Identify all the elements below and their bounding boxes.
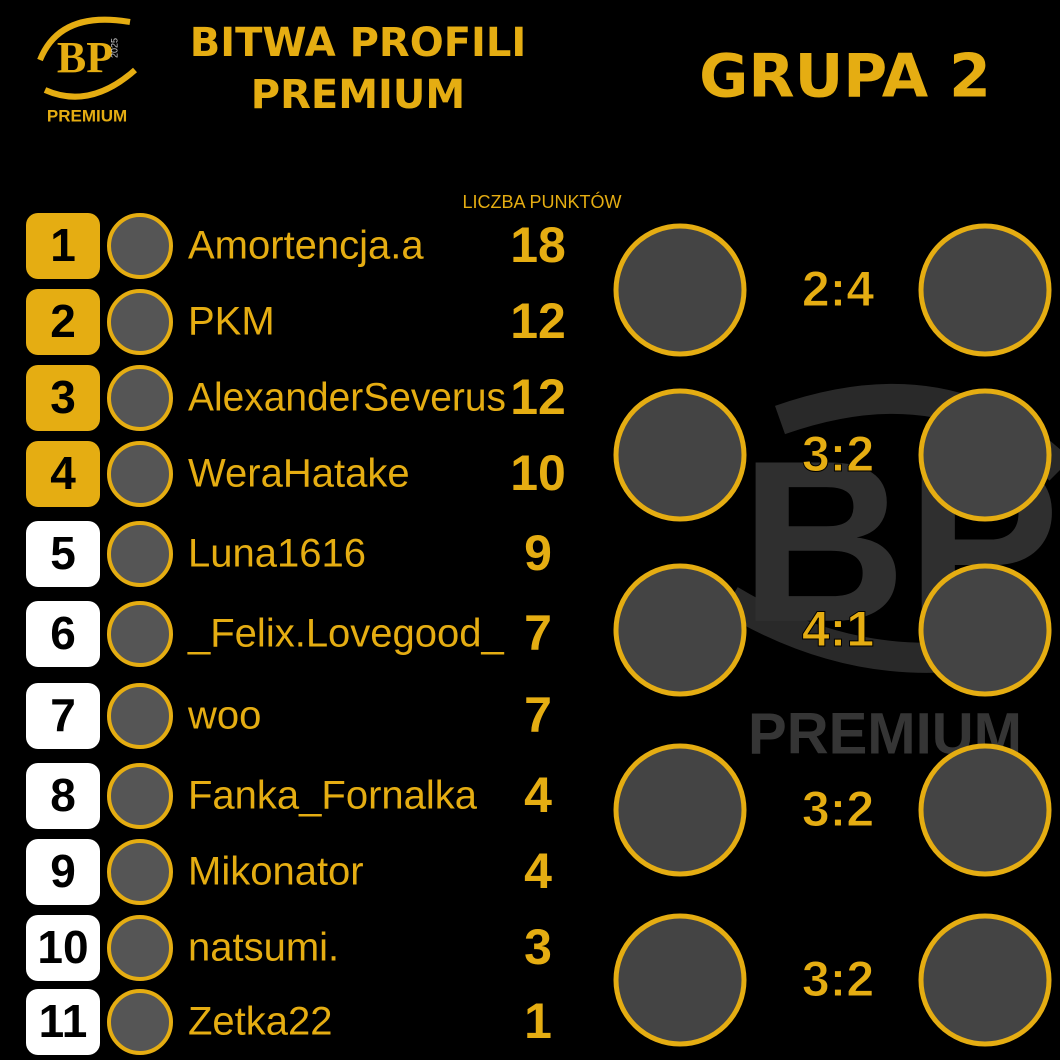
player-name: Luna1616 bbox=[188, 532, 366, 576]
player-name: PKM bbox=[188, 300, 275, 344]
player-name: natsumi. bbox=[188, 926, 339, 970]
points: 4 bbox=[524, 843, 552, 899]
group-title: GRUPA 2 bbox=[699, 42, 991, 112]
avatar bbox=[107, 989, 173, 1055]
match-avatar bbox=[613, 223, 747, 357]
avatar bbox=[107, 683, 173, 749]
match-avatar bbox=[918, 388, 1052, 522]
title-line: PREMIUM bbox=[251, 72, 465, 118]
match-score: 4:1 bbox=[802, 601, 874, 657]
logo-initials: BP bbox=[57, 33, 113, 82]
rank: 8 bbox=[50, 769, 76, 821]
rank: 4 bbox=[50, 447, 76, 499]
match-avatar bbox=[918, 743, 1052, 877]
rank: 2 bbox=[50, 295, 76, 347]
rank-box bbox=[26, 839, 100, 905]
rank: 5 bbox=[50, 527, 76, 579]
rank-box bbox=[26, 441, 100, 507]
rank-box bbox=[26, 989, 100, 1055]
logo-year: 2025 bbox=[109, 38, 119, 58]
match-score: 3:2 bbox=[802, 781, 874, 837]
standings: 1 Amortencja.a 182 PKM 123 AlexanderSeverus 12… bbox=[26, 213, 566, 1055]
player-name: Mikonator bbox=[188, 850, 364, 894]
logo-swoosh bbox=[43, 67, 137, 100]
points: 3 bbox=[524, 919, 552, 975]
points: 12 bbox=[510, 293, 566, 349]
player-name: WeraHatake bbox=[188, 452, 410, 496]
title-line: BITWA PROFILI bbox=[190, 20, 527, 66]
player-name: AlexanderSeverus bbox=[188, 376, 506, 420]
points: 18 bbox=[510, 217, 566, 273]
match-avatar bbox=[918, 913, 1052, 1047]
rank: 7 bbox=[50, 689, 76, 741]
avatar bbox=[107, 365, 173, 431]
avatar bbox=[107, 763, 173, 829]
match-avatar bbox=[613, 563, 747, 697]
match-score: 3:2 bbox=[802, 951, 874, 1007]
player-name: Zetka22 bbox=[188, 1000, 333, 1044]
rank-box bbox=[26, 763, 100, 829]
points: 4 bbox=[524, 767, 552, 823]
logo-label: PREMIUM bbox=[47, 106, 127, 125]
match-avatar bbox=[613, 388, 747, 522]
rank: 11 bbox=[39, 995, 88, 1047]
points: 7 bbox=[524, 605, 552, 661]
player-name: woo bbox=[187, 694, 261, 738]
rank-box bbox=[26, 601, 100, 667]
rank-box bbox=[26, 521, 100, 587]
match-avatar bbox=[613, 743, 747, 877]
matches: 2:4 3:2 4:1 3:2 3:2 bbox=[613, 223, 1052, 1047]
avatar bbox=[107, 213, 173, 279]
points: 7 bbox=[524, 687, 552, 743]
rank: 10 bbox=[37, 921, 88, 973]
rank-box bbox=[26, 683, 100, 749]
points-header: LICZBA PUNKTÓW bbox=[462, 191, 621, 212]
logo: BP 2025 PREMIUM bbox=[37, 16, 137, 125]
rank-box bbox=[26, 915, 100, 981]
rank-box bbox=[26, 289, 100, 355]
avatar bbox=[107, 441, 173, 507]
match-avatar bbox=[918, 223, 1052, 357]
rank: 3 bbox=[50, 371, 76, 423]
rank: 9 bbox=[50, 845, 76, 897]
rank: 6 bbox=[50, 607, 76, 659]
match-score: 2:4 bbox=[802, 261, 874, 317]
rank-box bbox=[26, 213, 100, 279]
avatar bbox=[107, 289, 173, 355]
avatar bbox=[107, 915, 173, 981]
avatar bbox=[107, 839, 173, 905]
match-avatar bbox=[918, 563, 1052, 697]
rank-box bbox=[26, 365, 100, 431]
player-name: _Felix.Lovegood_ bbox=[187, 612, 505, 656]
rank: 1 bbox=[50, 219, 76, 271]
player-name: Fanka_Fornalka bbox=[188, 774, 478, 818]
avatar bbox=[107, 601, 173, 667]
points: 12 bbox=[510, 369, 566, 425]
avatar bbox=[107, 521, 173, 587]
match-score: 3:2 bbox=[802, 426, 874, 482]
logo-swoosh bbox=[37, 16, 131, 62]
points: 10 bbox=[510, 445, 566, 501]
points: 9 bbox=[524, 525, 552, 581]
match-avatar bbox=[613, 913, 747, 1047]
points: 1 bbox=[524, 993, 552, 1049]
player-name: Amortencja.a bbox=[188, 224, 424, 268]
